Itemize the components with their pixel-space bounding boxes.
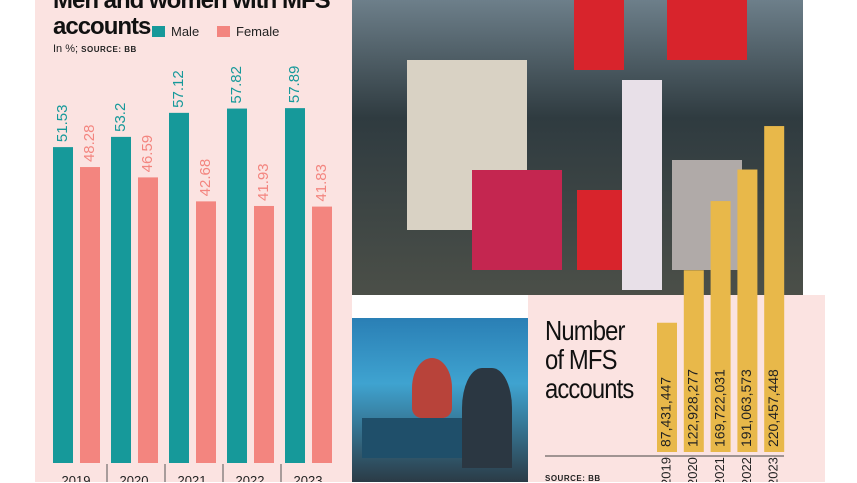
data-label: 169,722,031 [711, 369, 727, 447]
data-label: 122,928,277 [685, 369, 701, 447]
x-tick-label: 2020 [120, 473, 149, 482]
people-photo [352, 318, 528, 482]
bar-accounts-2020 [683, 270, 704, 452]
unit-source: In %; SOURCE: BB [53, 43, 137, 55]
bar-accounts-2021 [710, 201, 731, 452]
x-tick-label: 2021 [178, 473, 207, 482]
legend-swatch-female [217, 26, 230, 37]
legend-male: Male [152, 24, 199, 39]
data-label: 42.68 [197, 159, 214, 197]
bar-female-2019 [80, 167, 100, 464]
x-tick-label: 2021 [712, 457, 727, 482]
chart-title: Men and women with MFS accounts [53, 0, 331, 40]
bar-accounts-2023 [764, 126, 785, 452]
data-label: 57.82 [228, 66, 245, 104]
x-tick-label: 2023 [294, 473, 323, 482]
bar-female-2022 [254, 205, 274, 463]
x-tick-label: 2019 [62, 473, 91, 482]
x-tick-label: 2022 [236, 473, 265, 482]
bar-female-2023 [312, 206, 332, 464]
bar-male-2022 [227, 108, 247, 463]
bar-male-2023 [285, 108, 305, 463]
bar-female-2020 [138, 177, 158, 463]
legend-swatch-male [152, 26, 165, 37]
data-label: 87,431,447 [658, 377, 674, 447]
bar-male-2020 [111, 136, 131, 463]
legend-female: Female [217, 24, 279, 39]
bar-male-2019 [53, 147, 73, 463]
data-label: 53.2 [112, 103, 129, 132]
data-label: 41.83 [313, 164, 330, 202]
x-tick-label: 2020 [685, 457, 700, 482]
right-chart-title: Number of MFS accounts [545, 315, 634, 404]
data-label: 220,457,448 [765, 369, 781, 447]
data-label: 51.53 [54, 105, 71, 143]
data-label: 57.89 [286, 66, 303, 104]
x-tick-label: 2022 [739, 457, 754, 482]
legend-label: Male [171, 24, 200, 39]
bar-accounts-2019 [657, 322, 677, 452]
legend-label: Female [236, 24, 280, 39]
data-label: 41.93 [255, 163, 272, 201]
data-label: 46.59 [139, 135, 156, 173]
bar-male-2021 [169, 112, 189, 463]
bar-female-2021 [196, 201, 216, 464]
source: SOURCE: BB [81, 45, 137, 54]
data-label: 48.28 [81, 124, 98, 162]
unit: In %; [53, 43, 79, 55]
bar-accounts-2022 [737, 169, 758, 453]
data-label: 57.12 [170, 70, 187, 108]
data-label: 191,063,573 [738, 369, 754, 447]
right-source: SOURCE: BB [545, 474, 601, 483]
x-tick-label: 2023 [766, 457, 781, 482]
x-tick-label: 2019 [658, 457, 673, 482]
